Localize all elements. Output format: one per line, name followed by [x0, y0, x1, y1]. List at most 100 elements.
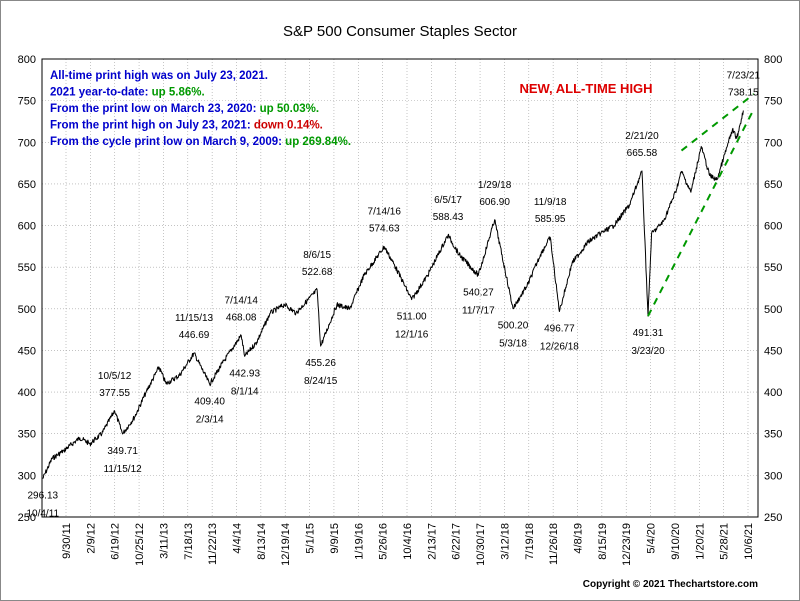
- y-tick-label-left: 750: [18, 96, 36, 108]
- y-tick-label-right: 500: [764, 304, 782, 316]
- annotation-date: 7/14/14: [225, 295, 259, 306]
- annotation-date: 7/14/16: [368, 207, 402, 218]
- x-tick-label: 10/6/21: [743, 523, 755, 560]
- annotation-value: 349.71: [107, 446, 138, 457]
- annotation: 491.31 3/23/20: [631, 328, 665, 357]
- y-tick-label-left: 250: [18, 512, 36, 524]
- annotation: 11/9/18 585.95: [534, 197, 567, 225]
- info-line-text: From the cycle print low on March 9, 200…: [50, 136, 285, 148]
- annotation-date: 12/26/18: [540, 342, 579, 353]
- y-tick-label-right: 550: [764, 262, 782, 274]
- annotation: 2/21/20 665.58: [625, 131, 659, 159]
- x-tick-label: 3/12/18: [499, 523, 511, 560]
- x-tick-label: 11/26/18: [548, 523, 560, 565]
- x-tick-label: 7/19/18: [524, 523, 536, 560]
- annotation-value: 296.13: [27, 491, 58, 502]
- annotation-value: 377.55: [99, 388, 130, 399]
- x-tick-label: 2/13/17: [426, 523, 438, 560]
- annotation: 7/14/16 574.63: [368, 207, 402, 235]
- y-tick-label-right: 300: [764, 470, 782, 482]
- annotation: 8/6/15 522.68: [302, 250, 333, 278]
- annotation-value: 496.77: [544, 324, 575, 335]
- y-tick-label-left: 550: [18, 262, 36, 274]
- y-tick-label-left: 600: [18, 221, 36, 233]
- annotation: 500.20 5/3/18: [498, 321, 529, 350]
- info-line-text: All-time print high was on July 23, 2021…: [50, 70, 268, 82]
- x-tick-label: 8/15/19: [597, 523, 609, 560]
- annotation-value: 409.40: [194, 396, 225, 407]
- x-tick-label: 11/22/13: [207, 523, 219, 565]
- info-line-text: From the print high on July 23, 2021:: [50, 120, 254, 132]
- annotations: 296.13 10/4/11 10/5/12 377.55 349.71 11/15/12…: [26, 71, 760, 520]
- trendline: [680, 93, 755, 152]
- plot-frame: [41, 58, 759, 518]
- annotation-value: 446.69: [179, 330, 210, 341]
- y-tick-label-right: 600: [764, 221, 782, 233]
- info-line: From the cycle print low on March 9, 200…: [50, 136, 351, 148]
- annotation-date: 7/23/21: [727, 71, 761, 82]
- info-line-text: From the print low on March 23, 2020:: [50, 103, 260, 115]
- annotation: 1/29/18 606.90: [478, 180, 512, 208]
- annotation-value: 455.26: [305, 358, 336, 369]
- annotation: 7/23/21 738.15: [727, 71, 761, 99]
- y-tick-label-right: 450: [764, 345, 782, 357]
- info-line-text: 2021 year-to-date:: [50, 87, 152, 99]
- info-line: All-time print high was on July 23, 2021…: [50, 70, 268, 82]
- annotation-date: 11/15/13: [175, 313, 214, 324]
- x-tick-label: 10/30/17: [475, 523, 487, 566]
- x-tick-label: 9/10/20: [670, 523, 682, 560]
- x-tick-label: 7/18/13: [183, 523, 195, 560]
- y-tick-label-left: 450: [18, 345, 36, 357]
- series-line: [42, 110, 744, 479]
- y-tick-label-right: 700: [764, 137, 782, 149]
- annotation-date: 3/23/20: [631, 346, 665, 357]
- x-tick-label: 6/19/12: [110, 523, 122, 560]
- y-tick-label-left: 700: [18, 137, 36, 149]
- annotation-date: 11/15/12: [104, 464, 143, 475]
- annotation: 296.13 10/4/11: [26, 491, 59, 520]
- info-line: From the print high on July 23, 2021: do…: [50, 120, 323, 132]
- annotation-value: 738.15: [728, 88, 759, 99]
- annotation-value: 522.68: [302, 267, 333, 278]
- annotation-value: 540.27: [463, 287, 494, 298]
- x-tick-label: 5/1/15: [305, 523, 317, 554]
- x-tick-label: 12/23/19: [621, 523, 633, 566]
- annotation-date: 10/5/12: [98, 371, 132, 382]
- y-tick-label-right: 250: [764, 512, 782, 524]
- trendlines: [647, 93, 755, 317]
- annotation-date: 8/1/14: [231, 386, 259, 397]
- annotation: 455.26 8/24/15: [304, 358, 338, 387]
- series-layer: [42, 110, 744, 479]
- x-axis-labels: 9/30/11 2/9/12 6/19/12 10/25/12 3/11/13 7/18/…: [61, 523, 755, 566]
- y-axis-right-labels: 250 300 350 400 450 500 550 600 650 700 750 800: [764, 54, 782, 524]
- y-tick-label-right: 800: [764, 54, 782, 66]
- x-tick-label: 9/9/15: [329, 523, 341, 554]
- info-line-value: up 269.84%.: [285, 136, 351, 148]
- x-tick-label: 10/4/16: [402, 523, 414, 560]
- y-tick-label-right: 400: [764, 387, 782, 399]
- annotation: 409.40 2/3/14: [194, 396, 225, 425]
- x-tick-label: 9/30/11: [61, 523, 73, 559]
- info-line: 2021 year-to-date: up 5.86%.: [50, 87, 205, 99]
- annotation-value: 665.58: [627, 148, 658, 159]
- x-tick-label: 4/8/19: [573, 523, 585, 554]
- y-tick-label-right: 650: [764, 179, 782, 191]
- annotation-value: 606.90: [479, 197, 510, 208]
- annotation-date: 8/24/15: [304, 376, 338, 387]
- annotation-value: 574.63: [369, 224, 400, 235]
- annotation-value: 468.08: [226, 312, 257, 323]
- x-tick-label: 6/22/17: [451, 523, 463, 560]
- annotation-date: 8/6/15: [303, 250, 331, 261]
- annotation: 442.93 8/1/14: [229, 368, 260, 397]
- info-line-value: up 50.03%.: [260, 103, 319, 115]
- all-time-high-callout: NEW, ALL-TIME HIGH: [519, 81, 652, 96]
- copyright: Copyright © 2021 Thechartstore.com: [583, 579, 758, 590]
- annotation: 511.00 12/1/16: [395, 312, 429, 341]
- annotation-date: 11/7/17: [462, 305, 495, 316]
- y-tick-label-left: 350: [18, 429, 36, 441]
- x-tick-label: 4/4/14: [232, 523, 244, 554]
- annotation-value: 585.95: [535, 214, 566, 225]
- y-tick-label-left: 800: [18, 54, 36, 66]
- annotation-value: 500.20: [498, 321, 529, 332]
- annotation-value: 442.93: [229, 368, 260, 379]
